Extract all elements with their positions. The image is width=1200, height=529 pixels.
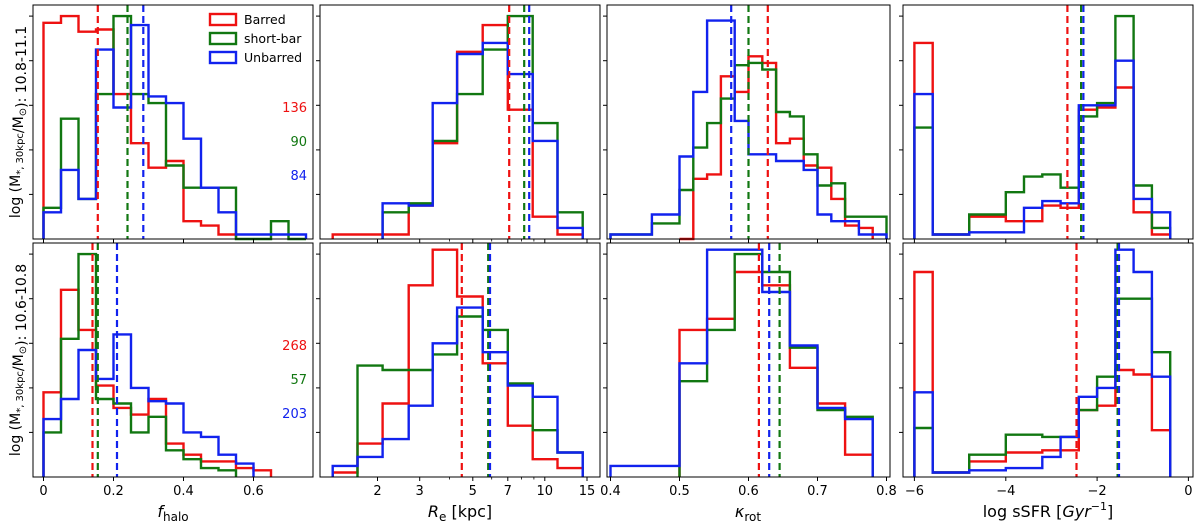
count-label-unbarred: 203 <box>282 407 307 422</box>
panel-r1-c2: 0.4 0.5 0.6 0.7 0.8 <box>600 242 897 499</box>
x-tick-label: 3 <box>416 484 424 499</box>
x-tick-label: −2 <box>1088 484 1107 499</box>
panel-frame <box>606 242 891 478</box>
x-tick-label: 5 <box>469 484 477 499</box>
histogram-unbarred-r1-c0 <box>42 333 255 477</box>
histogram-unbarred-r1-c3 <box>913 248 1172 477</box>
count-label-barred: 268 <box>282 339 307 354</box>
count-label-barred: 136 <box>282 101 307 116</box>
x-axis-label-2: κrot <box>735 502 761 524</box>
histogram-unbarred-r0-c0 <box>42 23 308 239</box>
histogram-barred-r0-c0 <box>42 14 238 239</box>
panel-frame <box>319 242 601 478</box>
panel-frame <box>902 4 1194 240</box>
x-tick-label: 2 <box>373 484 381 499</box>
x-axis-label-0: fhalo <box>157 502 188 524</box>
x-axis-label-1: Re [kpc] <box>428 502 492 524</box>
panel-r0-c0: 136 90 84 <box>29 4 314 243</box>
histogram-shortbar-r1-c0 <box>42 252 238 477</box>
x-tick-label: 0.6 <box>243 484 264 499</box>
count-label-unbarred: 84 <box>290 169 307 184</box>
x-tick-label: 10 <box>537 484 554 499</box>
x-tick-label: 0.6 <box>738 484 759 499</box>
panel-r1-c1: 2 3 5 7 10 15 <box>316 242 601 499</box>
panel-frame <box>32 242 314 478</box>
histogram-unbarred-r0-c1 <box>381 41 584 239</box>
legend-swatch-shortbar <box>208 31 238 46</box>
panel-r1-c0: 0 0.2 0.4 0.6 268 57 203 <box>29 242 314 499</box>
panel-r0-c1 <box>316 4 601 243</box>
x-tick-label: 0.5 <box>669 484 690 499</box>
panel-frame <box>32 4 314 240</box>
histogram-barred-r1-c1 <box>331 248 584 477</box>
x-tick-label: 0 <box>39 484 47 499</box>
histogram-unbarred-r1-c2 <box>609 248 874 477</box>
x-tick-label: 15 <box>579 484 596 499</box>
x-tick-label: 7 <box>504 484 512 499</box>
x-tick-label: 0.8 <box>876 484 897 499</box>
histogram-barred-r0-c1 <box>331 23 584 239</box>
legend-swatch-unbarred <box>208 50 238 65</box>
histogram-shortbar-r1-c2 <box>678 252 874 477</box>
x-tick-label: 0.4 <box>173 484 194 499</box>
histogram-barred-r1-c2 <box>678 270 874 477</box>
legend-label-unbarred: Unbarred <box>244 50 302 65</box>
legend: Barred short-bar Unbarred <box>208 12 302 65</box>
x-axis-label-3: log sSFR [Gyr−1] <box>983 500 1114 521</box>
panel-r0-c3 <box>899 4 1194 243</box>
histogram-barred-r0-c3 <box>913 41 1172 239</box>
x-tick-label: 0.7 <box>807 484 828 499</box>
panel-r0-c2 <box>603 4 891 243</box>
count-label-shortbar: 57 <box>290 373 307 388</box>
legend-swatch-barred <box>208 12 238 27</box>
row-label-1: log (M*, 30kpc/M⊙): 10.6-10.8 <box>8 264 30 456</box>
panel-frame <box>902 242 1194 478</box>
legend-label-shortbar: short-bar <box>244 31 302 46</box>
x-tick-label: 0.2 <box>103 484 124 499</box>
x-tick-label: −4 <box>996 484 1015 499</box>
x-tick-label: 0.4 <box>600 484 621 499</box>
x-tick-label: −6 <box>905 484 924 499</box>
legend-label-barred: Barred <box>244 12 286 27</box>
panel-frame <box>319 4 601 240</box>
histogram-unbarred-r1-c1 <box>331 306 584 477</box>
histogram-unbarred-r0-c3 <box>913 59 1172 239</box>
row-label-0: log (M*, 30kpc/M⊙): 10.8-11.1 <box>8 26 30 218</box>
count-label-shortbar: 90 <box>290 135 307 150</box>
x-tick-label: 0 <box>1184 484 1192 499</box>
histogram-barred-r1-c3 <box>913 270 1172 477</box>
panel-r1-c3: −6 −4 −2 0 <box>899 242 1194 499</box>
